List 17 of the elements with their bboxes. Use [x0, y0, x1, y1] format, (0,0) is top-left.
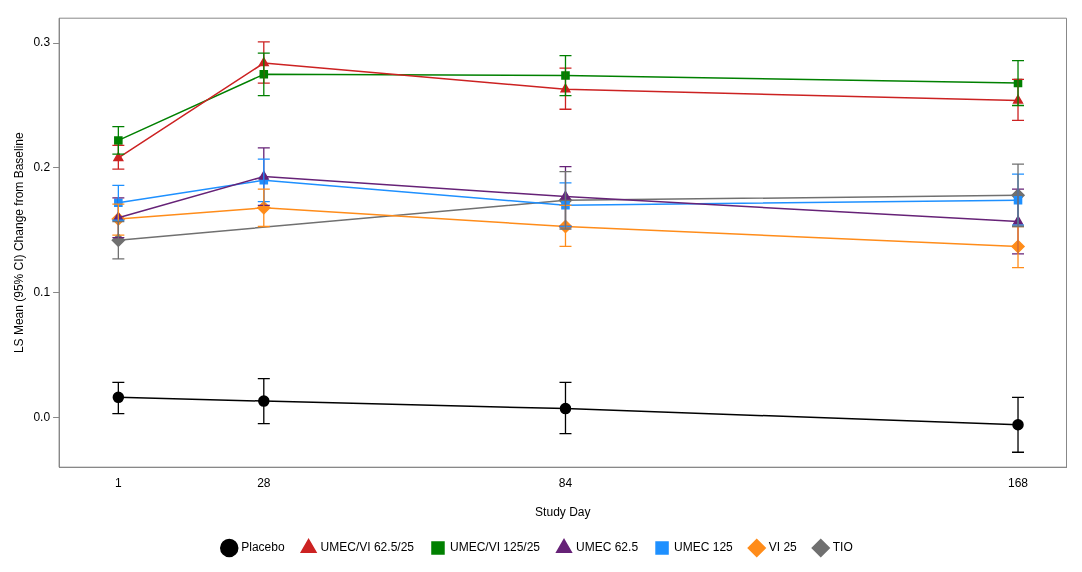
x-tick-label: 1	[115, 475, 122, 490]
legend-label: TIO	[832, 540, 853, 555]
x-tick-label: 28	[257, 475, 271, 490]
y-tick-label: 0.2	[33, 160, 51, 175]
x-axis-title: Study Day	[535, 505, 591, 520]
legend-label: UMEC/VI 125/25	[449, 540, 541, 555]
legend-label: UMEC/VI 62.5/25	[320, 540, 415, 555]
y-tick-label: 0.1	[33, 284, 51, 299]
y-tick-label: 0.0	[33, 409, 51, 424]
x-tick-label: 168	[1008, 475, 1029, 490]
x-tick-label: 84	[558, 475, 573, 490]
y-tick-label: 0.3	[33, 35, 51, 50]
legend-label: UMEC 62.5	[576, 540, 639, 555]
legend-label: UMEC 125	[674, 540, 734, 555]
legend-label: Placebo	[241, 540, 285, 555]
y-axis-title: LS Mean (95% CI) Change from Baseline	[11, 131, 26, 354]
legend-label: VI 25	[768, 540, 798, 555]
